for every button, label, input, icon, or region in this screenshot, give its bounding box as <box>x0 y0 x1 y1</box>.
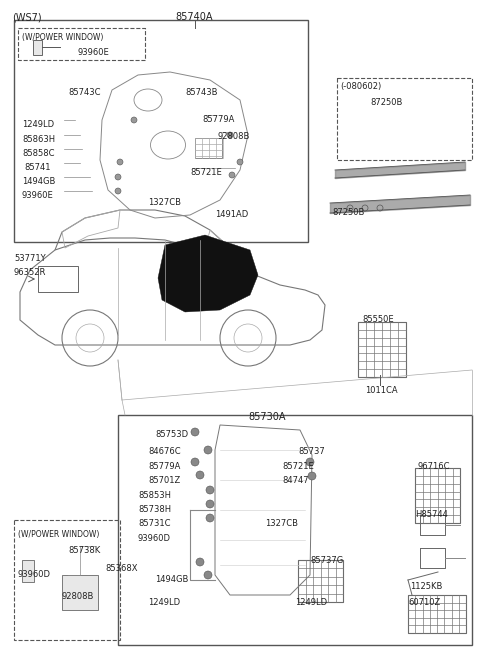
Text: 85741: 85741 <box>24 163 50 172</box>
Text: 1011CA: 1011CA <box>365 386 397 395</box>
Circle shape <box>308 472 316 480</box>
Text: (W/POWER WINDOW): (W/POWER WINDOW) <box>18 530 99 539</box>
Text: (-080602): (-080602) <box>340 82 381 91</box>
Text: 87250B: 87250B <box>332 208 364 217</box>
Text: (W/POWER WINDOW): (W/POWER WINDOW) <box>22 33 103 42</box>
Text: 1125KB: 1125KB <box>410 582 443 591</box>
Text: 93960E: 93960E <box>22 191 54 200</box>
Text: 85368X: 85368X <box>105 564 137 573</box>
Text: 93960D: 93960D <box>18 570 51 579</box>
Text: 85701Z: 85701Z <box>148 476 180 485</box>
Bar <box>14 20 308 242</box>
Text: 1327CB: 1327CB <box>265 519 298 528</box>
Text: 1249LD: 1249LD <box>295 598 327 607</box>
Circle shape <box>196 471 204 479</box>
Text: 85858C: 85858C <box>22 149 55 158</box>
Text: 85853H: 85853H <box>138 491 171 500</box>
Circle shape <box>206 486 214 494</box>
Bar <box>408 595 466 633</box>
Text: 85730A: 85730A <box>248 412 286 422</box>
Bar <box>358 322 406 377</box>
Circle shape <box>237 159 243 165</box>
Bar <box>415 468 460 523</box>
Bar <box>298 560 343 602</box>
Text: 93960E: 93960E <box>78 48 110 57</box>
Text: 1491AD: 1491AD <box>215 210 248 219</box>
Text: 85863H: 85863H <box>22 135 55 144</box>
Circle shape <box>191 458 199 466</box>
Circle shape <box>131 117 137 123</box>
Text: 85550E: 85550E <box>362 315 394 324</box>
Text: 1494GB: 1494GB <box>22 177 55 186</box>
Text: 85743B: 85743B <box>185 88 217 97</box>
Circle shape <box>117 159 123 165</box>
Text: 85740A: 85740A <box>175 12 213 22</box>
Circle shape <box>115 188 121 194</box>
Bar <box>18 28 145 60</box>
Circle shape <box>196 558 204 566</box>
Text: 96352R: 96352R <box>14 268 47 277</box>
Text: 1494GB: 1494GB <box>155 575 188 584</box>
Circle shape <box>191 428 199 436</box>
Text: 1249LD: 1249LD <box>148 598 180 607</box>
Bar <box>62 575 98 610</box>
Text: 92808B: 92808B <box>62 592 95 601</box>
Bar <box>22 560 34 582</box>
Circle shape <box>206 500 214 508</box>
Bar <box>33 40 42 55</box>
Text: 60710Z: 60710Z <box>408 598 440 607</box>
Text: 85753D: 85753D <box>155 430 188 439</box>
Circle shape <box>204 571 212 579</box>
Circle shape <box>204 446 212 454</box>
Text: H85744: H85744 <box>415 510 448 519</box>
Circle shape <box>229 172 235 178</box>
Circle shape <box>115 174 121 180</box>
Bar <box>118 415 472 645</box>
Bar <box>337 78 472 160</box>
Text: (WS7): (WS7) <box>12 12 42 22</box>
Bar <box>38 266 78 292</box>
Text: 96716C: 96716C <box>418 462 451 471</box>
Circle shape <box>227 132 233 138</box>
Text: 84747: 84747 <box>282 476 309 485</box>
Text: 85779A: 85779A <box>148 462 180 471</box>
Text: 85731C: 85731C <box>138 519 170 528</box>
Text: 85738H: 85738H <box>138 505 171 514</box>
Polygon shape <box>158 235 258 312</box>
Text: 85743C: 85743C <box>68 88 100 97</box>
Circle shape <box>206 514 214 522</box>
Text: 92808B: 92808B <box>218 132 251 141</box>
Text: 1327CB: 1327CB <box>148 198 181 207</box>
Text: 87250B: 87250B <box>370 98 402 107</box>
Text: 85721E: 85721E <box>190 168 222 177</box>
Text: 84676C: 84676C <box>148 447 180 456</box>
Text: 85737: 85737 <box>298 447 325 456</box>
Text: 85721E: 85721E <box>282 462 314 471</box>
Bar <box>195 138 222 158</box>
Text: 85779A: 85779A <box>202 115 234 124</box>
Text: 1249LD: 1249LD <box>22 120 54 129</box>
Text: 93960D: 93960D <box>138 534 171 543</box>
Circle shape <box>306 458 314 466</box>
Text: 85737G: 85737G <box>310 556 343 565</box>
Text: 53771Y: 53771Y <box>14 254 46 263</box>
Text: 85738K: 85738K <box>68 546 100 555</box>
Bar <box>14 520 120 640</box>
